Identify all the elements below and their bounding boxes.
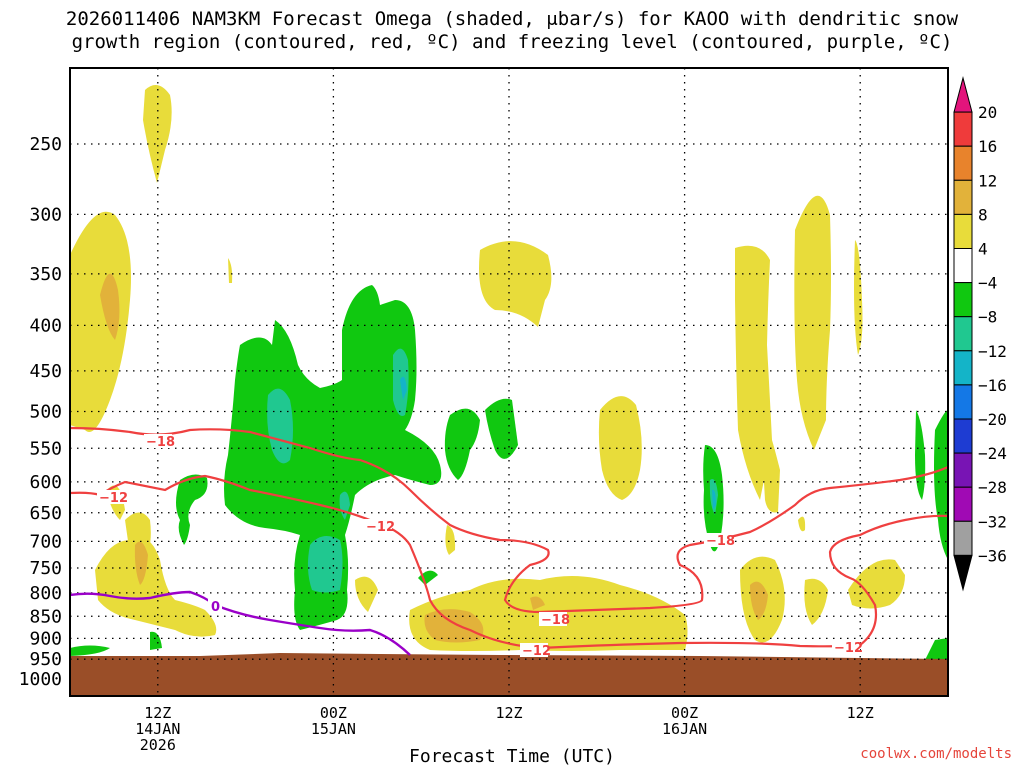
y-axis-labels: 2503003504004505005506006507007508008509… xyxy=(19,134,62,690)
dgz-label: −12 xyxy=(834,641,863,656)
omega-shade-neg12-neg16 xyxy=(400,376,716,510)
y-tick-label: 800 xyxy=(29,583,62,604)
y-tick-label: 600 xyxy=(29,472,62,493)
dgz-label: −12 xyxy=(366,520,395,535)
y-tick-label: 300 xyxy=(29,204,62,225)
colorbar-label: 4 xyxy=(978,240,988,259)
y-tick-label: 700 xyxy=(29,531,62,552)
x-tick-label: 15JAN xyxy=(311,720,356,738)
colorbar-label: −36 xyxy=(978,546,1007,565)
colorbar-label: −8 xyxy=(978,308,997,327)
colorbar-label: 20 xyxy=(978,103,997,122)
omega-shading xyxy=(70,85,948,696)
x-tick-label: 00Z xyxy=(671,704,698,722)
colorbar-label: −16 xyxy=(978,376,1007,395)
plot-frame xyxy=(69,67,949,697)
colorbar-label: 8 xyxy=(978,205,988,224)
y-tick-label: 950 xyxy=(29,649,62,670)
dgz-contours xyxy=(70,426,948,650)
omega-shade-neg4-neg8 xyxy=(70,285,948,660)
x-tick-label: 12Z xyxy=(847,704,874,722)
y-tick-label: 900 xyxy=(29,628,62,649)
x-axis-title: Forecast Time (UTC) xyxy=(409,746,615,767)
chart-title-line-1: 2026011406 NAM3KM Forecast Omega (shaded… xyxy=(65,8,959,30)
y-tick-label: 350 xyxy=(29,264,62,285)
ground-below-surface xyxy=(70,653,948,696)
colorbar-segment xyxy=(953,486,973,522)
dgz-label: −18 xyxy=(541,613,570,628)
y-tick-label: 550 xyxy=(29,438,62,459)
omega-shade-4-8 xyxy=(70,85,905,651)
x-tick-label: 12Z xyxy=(144,704,171,722)
dgz-label: −12 xyxy=(522,644,551,659)
colorbar-segment xyxy=(953,350,973,386)
x-tick-label: 16JAN xyxy=(662,720,707,738)
colorbar-label: −28 xyxy=(978,478,1007,497)
dgz-label: −12 xyxy=(99,491,128,506)
x-tick-label: 2026 xyxy=(140,736,176,754)
colorbar-segment xyxy=(953,520,973,556)
x-tick-label: 12Z xyxy=(495,704,522,722)
dgz-label: −18 xyxy=(146,435,175,450)
x-tick-label: 14JAN xyxy=(135,720,180,738)
colorbar-segment xyxy=(953,316,973,352)
colorbar-segment xyxy=(953,145,973,181)
colorbar-segment xyxy=(953,282,973,318)
colorbar-segment xyxy=(953,418,973,454)
y-tick-label: 850 xyxy=(29,606,62,627)
y-tick-label: 750 xyxy=(29,558,62,579)
colorbar-segment xyxy=(953,248,973,284)
y-tick-label: 450 xyxy=(29,361,62,382)
colorbar: 20 16 12 8 4 −4 −8 −12 −16 −20 −24 −28 −32 −36 xyxy=(953,76,1007,592)
colorbar-label: 16 xyxy=(978,137,997,156)
y-tick-label: 250 xyxy=(29,134,62,155)
freezing-level-label: 0 xyxy=(211,600,220,615)
omega-shade-8-12 xyxy=(100,273,768,643)
x-tick-label: 00Z xyxy=(320,704,347,722)
y-tick-label: 500 xyxy=(29,402,62,423)
colorbar-segment xyxy=(953,179,973,215)
y-tick-label: 650 xyxy=(29,503,62,524)
colorbar-segment xyxy=(953,213,973,249)
colorbar-segment xyxy=(953,554,973,592)
colorbar-label: −4 xyxy=(978,274,997,293)
colorbar-label: −24 xyxy=(978,444,1007,463)
colorbar-segment xyxy=(953,111,973,147)
y-tick-label: 1000 xyxy=(19,669,62,690)
site-credit: coolwx.com/modelts xyxy=(860,746,1012,762)
colorbar-label: −20 xyxy=(978,410,1007,429)
colorbar-label: −32 xyxy=(978,512,1007,531)
chart-title-line-2: growth region (contoured, red, ºC) and f… xyxy=(71,31,953,53)
colorbar-label: −12 xyxy=(978,342,1007,361)
colorbar-segment xyxy=(953,452,973,488)
colorbar-segment xyxy=(953,384,973,420)
dgz-label: −18 xyxy=(706,534,735,549)
colorbar-label: 12 xyxy=(978,171,997,190)
colorbar-segment xyxy=(953,76,973,113)
y-tick-label: 400 xyxy=(29,315,62,336)
